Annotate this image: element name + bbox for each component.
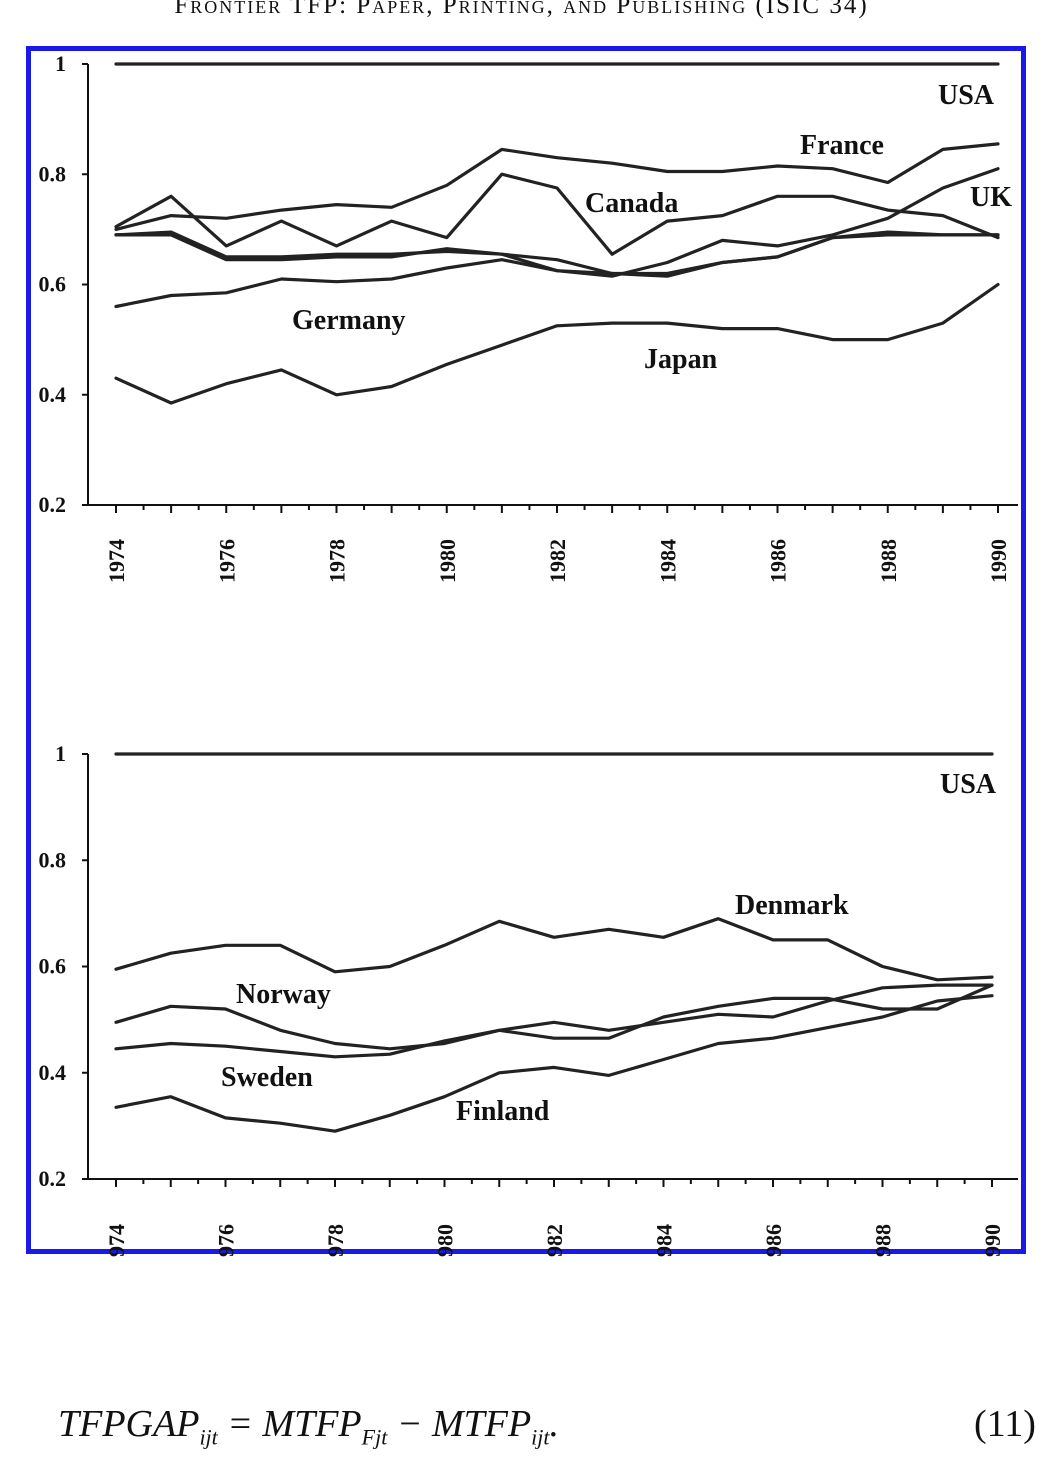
equation-period: . <box>549 1403 560 1445</box>
series-line-canada <box>114 172 1000 256</box>
series-line-norway <box>114 983 994 1051</box>
panel-top: 0.2 0.4 0.6 0.8 1 1974 1976 1978 1980 1982 1984 198… <box>39 51 1018 583</box>
series-line-japan <box>114 282 1000 405</box>
series-label-uk: UK <box>970 182 1012 213</box>
series-label-sweden: Sweden <box>221 1062 313 1093</box>
x-tick-label: 984 <box>652 1224 677 1257</box>
y-tick-label: 0.2 <box>39 1166 67 1191</box>
y-tick-label: 0.2 <box>39 492 67 517</box>
series-label-usa: USA <box>940 769 997 800</box>
series-label-finland: Finland <box>456 1096 550 1127</box>
y-tick-label: 0.8 <box>39 161 67 186</box>
series-label-norway: Norway <box>236 979 331 1010</box>
x-tick-label: 1982 <box>545 539 570 583</box>
x-tick-label: 1978 <box>325 539 350 583</box>
x-tick-label: 988 <box>871 1224 896 1257</box>
y-tick-label: 0.6 <box>39 272 67 297</box>
x-tick-label: 980 <box>433 1224 458 1257</box>
x-tick-label: 978 <box>323 1224 348 1257</box>
y-tick-label: 1 <box>55 51 66 76</box>
series-label-japan: Japan <box>644 344 718 375</box>
equation-mtfp-frontier: = MTFP <box>217 1403 362 1445</box>
series-line-france <box>114 142 1000 231</box>
x-tick-label: 976 <box>214 1224 239 1257</box>
series-label-usa: USA <box>938 80 995 111</box>
series-label-denmark: Denmark <box>735 890 849 921</box>
figure-frame <box>26 46 1026 1254</box>
panel-bottom: 0.2 0.4 0.6 0.8 1 974 976 978 980 982 984 986 988 990… <box>39 741 1018 1257</box>
series-label-germany: Germany <box>292 305 406 336</box>
x-tick-label: 1984 <box>655 539 680 583</box>
x-tick-label: 1974 <box>104 539 129 583</box>
figure-caption: Frontier TFP: Paper, Printing, and Publi… <box>174 0 869 19</box>
x-tick-label: 1976 <box>214 539 239 583</box>
equation-sub-ijt-2: ijt <box>531 1424 550 1450</box>
x-tick-label: 1980 <box>435 539 460 583</box>
equation-lhs: TFPGAP <box>58 1403 200 1445</box>
equation-sub-fjt: Fjt <box>361 1424 388 1450</box>
equation-tfpgap: TFPGAPijt = MTFPFjt − MTFPijt. <box>58 1402 559 1451</box>
x-tick-label: 982 <box>542 1224 567 1257</box>
x-tick-label: 1990 <box>986 539 1011 583</box>
y-tick-label: 0.8 <box>39 847 67 872</box>
x-tick-label: 990 <box>980 1224 1005 1257</box>
y-tick-label: 0.4 <box>39 382 67 407</box>
x-tick-label: 1988 <box>876 539 901 583</box>
series-line-germany <box>114 233 1000 309</box>
x-tick-label: 974 <box>104 1224 129 1257</box>
series-line-finland <box>114 994 994 1133</box>
series-line-denmark <box>114 917 994 982</box>
series-label-france: France <box>800 130 884 161</box>
y-tick-label: 0.6 <box>39 954 67 979</box>
y-tick-label: 0.4 <box>39 1060 67 1085</box>
equation-mtfp-country: − MTFP <box>387 1403 532 1445</box>
equation-sub-ijt: ijt <box>199 1424 218 1450</box>
series-line-sweden <box>114 983 994 1059</box>
x-tick-label: 986 <box>761 1224 786 1257</box>
x-tick-label: 1986 <box>766 539 791 583</box>
equation-number: (11) <box>974 1403 1036 1445</box>
series-label-canada: Canada <box>585 188 678 219</box>
y-tick-label: 1 <box>55 741 66 766</box>
